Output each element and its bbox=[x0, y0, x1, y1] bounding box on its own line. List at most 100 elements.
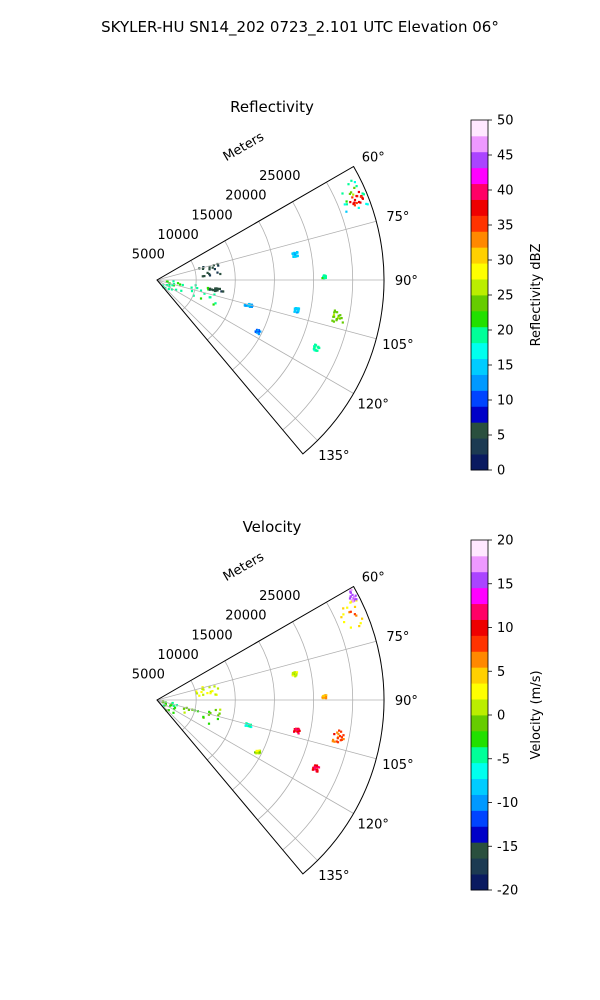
colorbar-segment bbox=[471, 151, 488, 169]
echo-region bbox=[321, 274, 327, 280]
echo-cell bbox=[292, 255, 295, 258]
range-ring bbox=[181, 260, 197, 311]
echo-cell bbox=[293, 730, 296, 733]
colorbar-segment bbox=[471, 826, 488, 843]
echo-cell bbox=[176, 282, 180, 285]
range-tick-label: 5000 bbox=[132, 247, 165, 262]
range-ring bbox=[181, 680, 197, 731]
echo-cell bbox=[343, 203, 346, 206]
echo-cell bbox=[355, 185, 358, 188]
echo-cell bbox=[179, 283, 182, 286]
azimuth-tick-label: 75° bbox=[386, 210, 409, 225]
echo-cell bbox=[358, 200, 361, 204]
echo-cell bbox=[294, 728, 297, 731]
echo-cell bbox=[248, 724, 251, 727]
azimuth-line bbox=[156, 699, 318, 861]
echo-cell bbox=[316, 766, 319, 769]
echo-cell bbox=[180, 289, 183, 292]
echo-cell bbox=[338, 729, 341, 732]
echo-cell bbox=[293, 253, 297, 256]
echo-cell bbox=[311, 768, 314, 771]
echo-cell bbox=[340, 317, 343, 320]
echo-cell bbox=[201, 267, 205, 270]
echo-cell bbox=[167, 288, 170, 291]
echo-cell bbox=[335, 319, 338, 322]
colorbar-tick-label: 45 bbox=[497, 149, 514, 164]
echo-cell bbox=[293, 310, 296, 313]
echo-cell bbox=[342, 607, 345, 610]
echo-cell bbox=[181, 283, 184, 287]
echo-cell bbox=[219, 708, 222, 711]
echo-cell bbox=[366, 203, 369, 206]
echo-cell bbox=[170, 288, 173, 291]
colorbar-segment bbox=[471, 310, 488, 328]
echo-cell bbox=[350, 588, 353, 591]
echo-cell bbox=[206, 286, 209, 290]
echo-cell bbox=[218, 712, 221, 715]
echo-cell bbox=[218, 287, 221, 290]
colorbar-segment bbox=[471, 215, 488, 232]
colorbar-segment bbox=[471, 374, 488, 391]
echo-region bbox=[291, 671, 299, 678]
panel-title: Velocity bbox=[243, 518, 302, 536]
range-ring bbox=[232, 221, 275, 371]
echo-cell bbox=[298, 729, 301, 732]
echo-cell bbox=[164, 701, 167, 704]
echo-cell bbox=[246, 304, 249, 307]
colorbar-segment bbox=[471, 422, 488, 439]
colorbar-segment bbox=[471, 231, 488, 248]
echo-cell bbox=[343, 621, 346, 624]
echo-cell bbox=[295, 671, 299, 674]
range-tick-label: 25000 bbox=[259, 169, 300, 184]
echo-cell bbox=[333, 310, 337, 313]
echo-cell bbox=[345, 200, 348, 203]
echo-cell bbox=[217, 264, 220, 267]
echo-cell bbox=[183, 711, 186, 714]
echo-cell bbox=[202, 693, 205, 696]
echo-cell bbox=[331, 319, 334, 322]
echo-cell bbox=[351, 599, 354, 602]
echo-cell bbox=[257, 749, 260, 752]
echo-cell bbox=[353, 181, 356, 184]
echo-cell bbox=[349, 626, 352, 629]
range-tick-label: 15000 bbox=[191, 628, 232, 643]
azimuth-line bbox=[156, 699, 354, 814]
colorbar-segment bbox=[471, 603, 488, 620]
colorbar-segment bbox=[471, 762, 488, 780]
echo-cell bbox=[349, 601, 352, 604]
echo-cell bbox=[313, 347, 316, 350]
echo-cell bbox=[219, 272, 222, 276]
echo-cell bbox=[297, 728, 301, 731]
panel-title: Reflectivity bbox=[230, 98, 314, 116]
echo-cell bbox=[293, 671, 296, 674]
colorbar-segment bbox=[471, 167, 488, 185]
echo-cell bbox=[258, 750, 262, 753]
echo-cell bbox=[292, 253, 295, 256]
echo-cell bbox=[211, 266, 214, 269]
colorbar-segment bbox=[471, 619, 488, 636]
echo-cell bbox=[352, 600, 355, 603]
azimuth-tick-label: 90° bbox=[395, 694, 418, 709]
echo-cell bbox=[206, 271, 209, 274]
azimuth-tick-label: 135° bbox=[318, 449, 349, 464]
colorbar-segment bbox=[471, 454, 488, 471]
echo-cell bbox=[350, 179, 353, 182]
echo-cell bbox=[195, 690, 198, 693]
colorbar-segment bbox=[471, 571, 488, 589]
echo-region bbox=[195, 685, 220, 697]
reflectivity-panel: Reflectivity 5000 10000 15000 20000 25000 Mete… bbox=[132, 98, 544, 479]
echo-cell bbox=[353, 198, 357, 202]
echo-cell bbox=[256, 329, 259, 332]
echo-cell bbox=[199, 289, 203, 292]
echo-cell bbox=[342, 738, 345, 741]
range-ring bbox=[257, 201, 314, 401]
echo-region bbox=[293, 727, 301, 735]
echo-cell bbox=[175, 288, 178, 291]
echo-cell bbox=[215, 693, 218, 696]
echo-cell bbox=[172, 284, 175, 287]
range-tick-label: 15000 bbox=[191, 208, 232, 223]
echo-cell bbox=[190, 286, 193, 289]
echo-cell bbox=[203, 275, 206, 278]
echo-cell bbox=[352, 193, 355, 196]
echo-cell bbox=[208, 710, 211, 713]
